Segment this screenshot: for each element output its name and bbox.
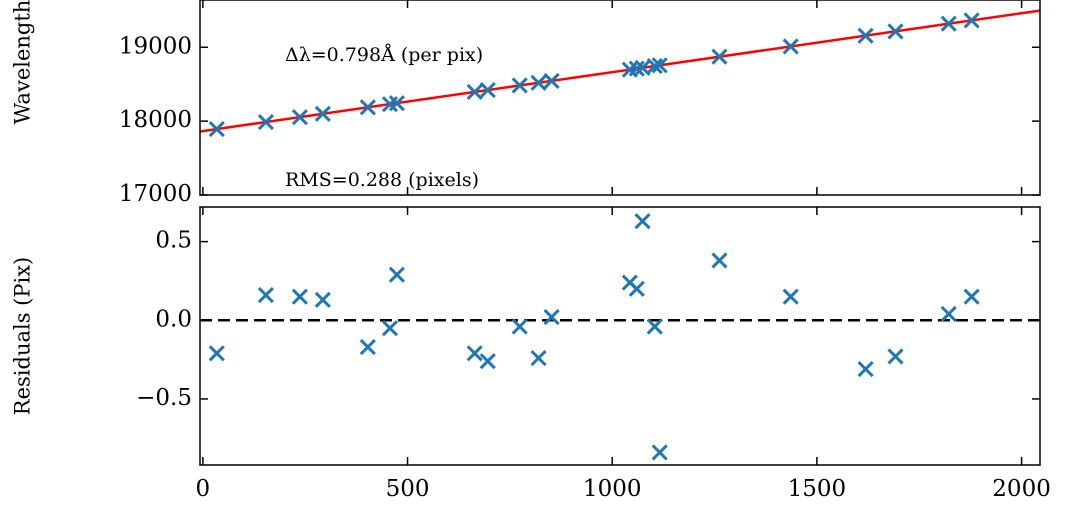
annotation: Δλ=0.798Å (per pix) bbox=[285, 44, 483, 66]
data-point bbox=[479, 82, 496, 99]
x-tick-label: 1000 bbox=[583, 476, 642, 502]
data-point bbox=[634, 213, 651, 230]
data-point bbox=[381, 320, 399, 337]
x-tick-label: 2000 bbox=[992, 476, 1051, 502]
y-tick-label: 17000 bbox=[119, 181, 192, 207]
data-point bbox=[359, 338, 376, 356]
annotation: RMS=0.288 (pixels) bbox=[285, 169, 479, 191]
data-point bbox=[646, 318, 663, 335]
data-point bbox=[388, 95, 405, 112]
fit-line bbox=[200, 9, 1040, 133]
data-point bbox=[963, 12, 980, 29]
data-point bbox=[887, 348, 904, 365]
data-point bbox=[466, 345, 483, 362]
x-tick-label: 0 bbox=[196, 476, 211, 502]
plot-frame bbox=[199, 206, 1041, 466]
data-point bbox=[208, 121, 225, 138]
data-point bbox=[940, 15, 957, 32]
data-point bbox=[634, 59, 651, 76]
data-point bbox=[257, 287, 274, 304]
data-point bbox=[511, 318, 528, 335]
data-point bbox=[782, 38, 799, 55]
y-tick-label: 18000 bbox=[119, 107, 192, 133]
data-point bbox=[857, 360, 874, 378]
data-point bbox=[530, 349, 547, 367]
data-point bbox=[940, 305, 957, 323]
data-point bbox=[466, 83, 483, 101]
data-point bbox=[857, 27, 874, 44]
data-point bbox=[628, 60, 645, 77]
plot-frame bbox=[199, 0, 1041, 196]
data-point bbox=[257, 113, 274, 131]
data-point bbox=[479, 353, 496, 370]
y-tick-label: 0.0 bbox=[155, 306, 192, 332]
data-point bbox=[314, 105, 331, 122]
y-tick-label: −0.5 bbox=[136, 385, 192, 411]
data-point bbox=[782, 288, 799, 305]
data-point bbox=[388, 266, 405, 283]
data-point bbox=[291, 288, 308, 305]
data-point bbox=[530, 74, 547, 91]
data-point bbox=[651, 444, 668, 461]
data-point bbox=[511, 77, 528, 94]
data-point bbox=[646, 57, 663, 75]
data-point bbox=[711, 252, 728, 269]
data-point bbox=[208, 345, 225, 362]
data-point bbox=[543, 309, 560, 326]
data-point bbox=[651, 57, 668, 74]
y-axis-label: Residuals (Pix) bbox=[11, 257, 35, 415]
x-tick-label: 1500 bbox=[788, 476, 847, 502]
y-tick-label: 19000 bbox=[119, 33, 192, 59]
data-point bbox=[963, 288, 980, 305]
x-tick-label: 500 bbox=[386, 476, 430, 502]
data-point bbox=[359, 99, 376, 116]
data-point bbox=[314, 291, 331, 308]
data-point bbox=[291, 109, 308, 126]
data-point bbox=[628, 280, 645, 297]
data-point bbox=[711, 48, 728, 65]
data-point bbox=[887, 23, 904, 40]
data-point bbox=[543, 72, 560, 89]
y-tick-label: 0.5 bbox=[155, 228, 192, 254]
y-axis-label: Wavelength bbox=[11, 0, 35, 124]
